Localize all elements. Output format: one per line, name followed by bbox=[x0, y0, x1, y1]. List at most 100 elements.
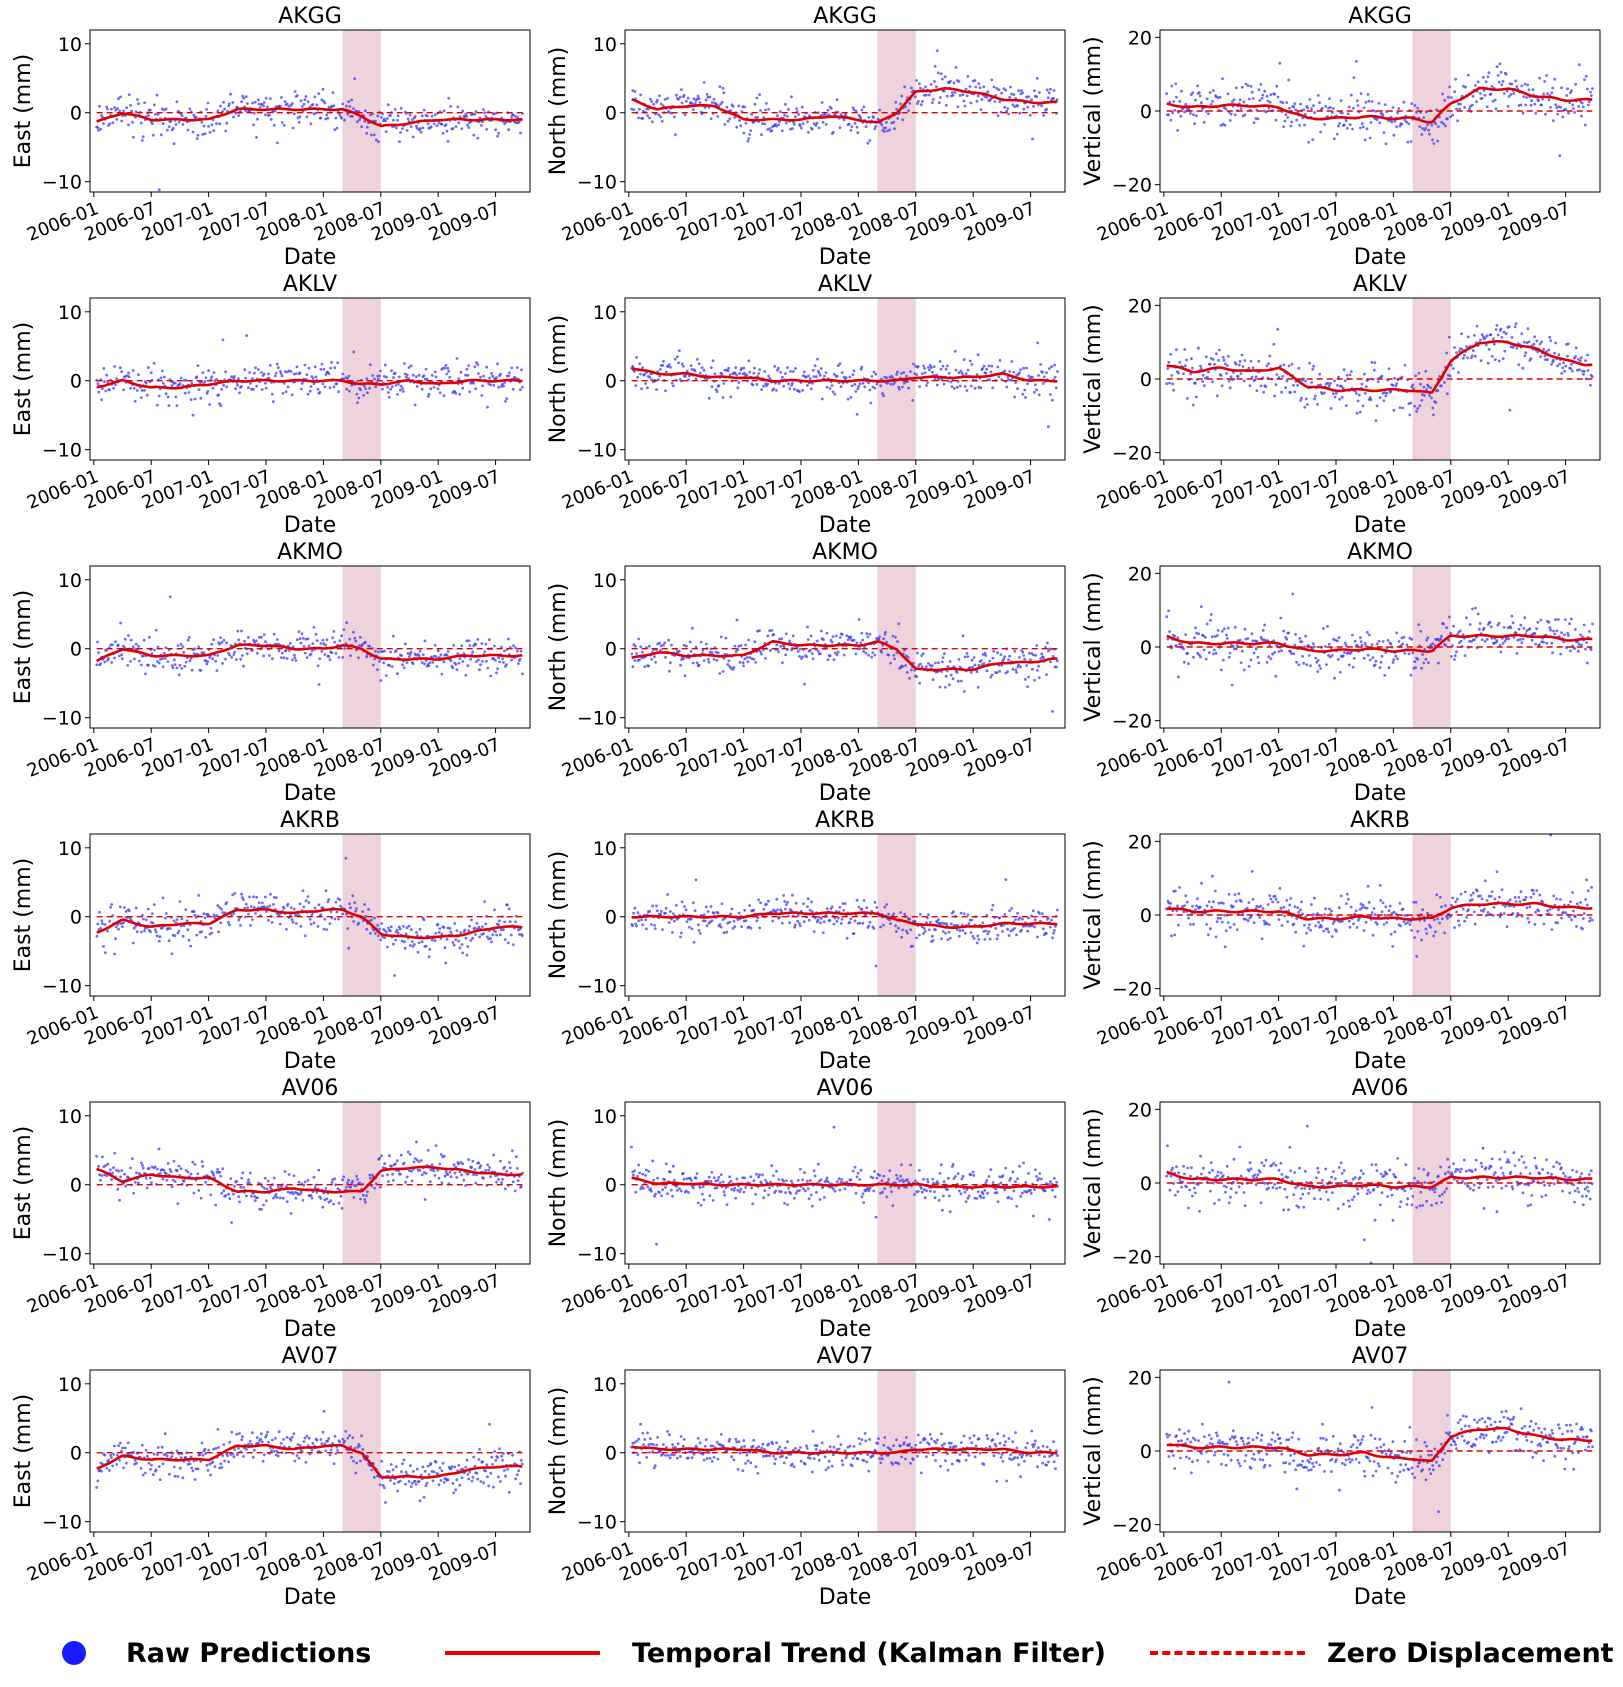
raw-point bbox=[822, 638, 825, 642]
raw-point bbox=[1569, 367, 1572, 370]
raw-point bbox=[1409, 140, 1413, 143]
raw-point bbox=[1250, 375, 1254, 379]
raw-point bbox=[941, 364, 945, 368]
raw-point bbox=[1514, 79, 1518, 83]
raw-point bbox=[1494, 328, 1498, 331]
raw-point bbox=[976, 94, 980, 98]
raw-point bbox=[864, 651, 868, 655]
raw-point bbox=[879, 925, 882, 929]
raw-point bbox=[1253, 378, 1257, 381]
raw-point bbox=[1287, 364, 1291, 368]
raw-point bbox=[658, 641, 661, 645]
raw-point bbox=[152, 103, 156, 107]
raw-point bbox=[292, 653, 296, 657]
raw-point bbox=[776, 368, 779, 372]
raw-point bbox=[310, 375, 314, 378]
raw-point bbox=[292, 907, 296, 911]
raw-point bbox=[1037, 374, 1040, 377]
raw-point bbox=[813, 364, 817, 368]
raw-point bbox=[1165, 615, 1169, 619]
raw-point bbox=[238, 391, 241, 395]
raw-point bbox=[1501, 80, 1505, 83]
raw-point bbox=[447, 369, 451, 373]
raw-point bbox=[862, 899, 866, 902]
raw-point bbox=[172, 919, 176, 923]
raw-point bbox=[1425, 388, 1429, 391]
raw-point bbox=[907, 386, 910, 390]
raw-point bbox=[319, 642, 323, 645]
raw-point bbox=[1497, 80, 1501, 84]
raw-point bbox=[1584, 647, 1587, 651]
raw-point bbox=[1212, 89, 1215, 92]
raw-point bbox=[271, 400, 275, 403]
raw-point bbox=[317, 92, 321, 96]
raw-point bbox=[1559, 652, 1563, 656]
raw-point bbox=[748, 904, 752, 907]
raw-point bbox=[642, 109, 645, 113]
raw-point bbox=[274, 371, 278, 375]
x-axis-label: Date bbox=[1354, 781, 1407, 806]
raw-point bbox=[702, 368, 706, 372]
raw-point bbox=[215, 669, 219, 672]
raw-point bbox=[840, 633, 844, 636]
raw-point bbox=[353, 636, 357, 640]
raw-point bbox=[1377, 639, 1381, 643]
raw-point bbox=[750, 112, 753, 116]
raw-point bbox=[858, 921, 862, 925]
raw-point bbox=[476, 136, 480, 140]
raw-point bbox=[923, 371, 927, 375]
raw-point bbox=[429, 125, 433, 129]
raw-point bbox=[1011, 103, 1015, 107]
raw-point bbox=[438, 927, 442, 930]
y-tick-label: −10 bbox=[577, 440, 617, 462]
raw-point bbox=[514, 114, 517, 118]
raw-point bbox=[915, 373, 919, 377]
raw-point bbox=[1498, 62, 1502, 66]
raw-point bbox=[677, 97, 680, 101]
raw-point bbox=[1362, 106, 1366, 110]
raw-point bbox=[982, 662, 986, 665]
raw-point bbox=[788, 921, 791, 925]
raw-point bbox=[1426, 636, 1430, 640]
raw-point bbox=[657, 113, 661, 117]
raw-point bbox=[1006, 670, 1009, 673]
raw-point bbox=[354, 639, 358, 643]
raw-point bbox=[1031, 137, 1034, 141]
raw-point bbox=[845, 936, 849, 940]
raw-point bbox=[1584, 359, 1587, 362]
raw-point bbox=[860, 631, 864, 635]
raw-point bbox=[464, 936, 468, 940]
raw-point bbox=[446, 139, 450, 143]
raw-point bbox=[467, 639, 471, 643]
raw-point bbox=[1331, 107, 1335, 110]
raw-point bbox=[824, 123, 828, 126]
raw-point bbox=[505, 663, 508, 666]
raw-point bbox=[1392, 408, 1396, 412]
raw-point bbox=[244, 109, 248, 113]
raw-point bbox=[1284, 113, 1288, 116]
raw-point bbox=[298, 371, 302, 374]
raw-point bbox=[1407, 122, 1411, 126]
raw-point bbox=[481, 120, 484, 124]
raw-point bbox=[411, 373, 415, 377]
raw-point bbox=[1052, 96, 1055, 100]
y-axis-label: East (mm) bbox=[11, 858, 36, 973]
raw-point bbox=[1540, 340, 1543, 344]
raw-point bbox=[96, 922, 100, 926]
raw-point bbox=[1509, 626, 1513, 630]
raw-point bbox=[199, 396, 203, 400]
raw-point bbox=[1370, 100, 1374, 103]
raw-point bbox=[428, 947, 432, 951]
raw-point bbox=[926, 366, 930, 369]
raw-point bbox=[102, 367, 106, 370]
raw-point bbox=[798, 390, 801, 394]
raw-point bbox=[1246, 637, 1250, 640]
raw-point bbox=[306, 100, 310, 104]
raw-point bbox=[476, 363, 480, 367]
raw-point bbox=[116, 643, 120, 647]
raw-point bbox=[1206, 375, 1209, 379]
raw-point bbox=[347, 100, 351, 103]
raw-point bbox=[262, 654, 265, 658]
raw-point bbox=[1274, 674, 1278, 678]
y-tick-label: 10 bbox=[58, 570, 82, 592]
